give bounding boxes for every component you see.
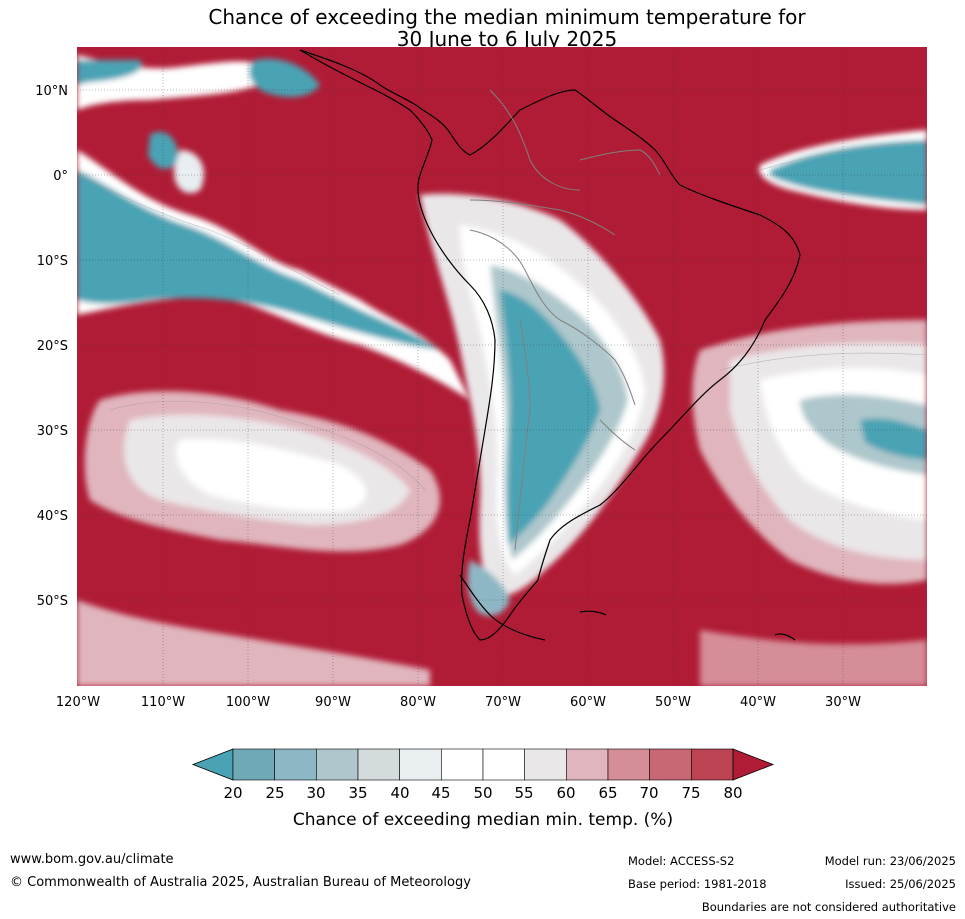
footer-model: Model: ACCESS-S2 <box>628 854 735 868</box>
colorbar-segment <box>274 748 317 781</box>
footer-copyright: © Commonwealth of Australia 2025, Austra… <box>10 875 471 890</box>
colorbar-tick-75: 75 <box>681 784 700 802</box>
longitude-labels: 120°W 110°W 100°W 90°W 80°W 70°W 60°W 50… <box>56 695 861 710</box>
lon-label-110w: 110°W <box>141 695 185 710</box>
colorbar-tick-40: 40 <box>390 784 409 802</box>
contour-lines <box>77 141 927 491</box>
colorbar-segment <box>441 748 484 781</box>
footer-boundaries-note: Boundaries are not considered authoritat… <box>701 900 956 914</box>
colorbar-segment <box>566 748 609 781</box>
footer-website: www.bom.gov.au/climate <box>10 852 174 867</box>
footer-model-run: Model run: 23/06/2025 <box>824 854 956 868</box>
colorbar-tick-60: 60 <box>556 784 575 802</box>
colorbar-tick-55: 55 <box>514 784 533 802</box>
lon-label-90w: 90°W <box>315 695 351 710</box>
colorbar-tick-70: 70 <box>639 784 658 802</box>
south-atlantic-mixed <box>692 320 927 584</box>
lon-label-30w: 30°W <box>825 695 861 710</box>
lat-label-30s: 30°S <box>37 424 68 439</box>
colorbar-segment <box>524 748 567 781</box>
colorbar-segment <box>482 748 525 781</box>
colorbar-segment <box>607 748 650 781</box>
lon-label-40w: 40°W <box>740 695 776 710</box>
pacific-low-bands <box>77 55 470 400</box>
lat-label-20s: 20°S <box>37 339 68 354</box>
footer-issued: Issued: 25/06/2025 <box>845 877 956 891</box>
lat-label-40s: 40°S <box>37 509 68 524</box>
colorbar-segment <box>316 748 359 781</box>
colorbar-tick-30: 30 <box>306 784 325 802</box>
lon-label-80w: 80°W <box>400 695 436 710</box>
colorbar-tick-labels: 20 25 30 35 40 45 50 55 60 65 70 75 80 <box>223 784 742 802</box>
probability-map: 10°N 0° 10°S 20°S 30°S 40°S 50°S 120°W 1… <box>35 47 927 830</box>
colorbar <box>191 748 775 781</box>
colorbar-segment <box>691 748 734 781</box>
colorbar-segment <box>357 748 400 781</box>
colorbar-tick-65: 65 <box>598 784 617 802</box>
country-borders <box>469 89 661 551</box>
colorbar-tick-20: 20 <box>223 784 242 802</box>
lat-label-0: 0° <box>53 169 68 184</box>
colorbar-tick-45: 45 <box>431 784 450 802</box>
southern-ocean-fringe <box>77 600 927 686</box>
graticule <box>77 47 927 686</box>
lon-label-100w: 100°W <box>226 695 270 710</box>
footer-base-period: Base period: 1981-2018 <box>628 877 767 891</box>
colorbar-tick-80: 80 <box>723 784 742 802</box>
lon-label-50w: 50°W <box>655 695 691 710</box>
latitude-labels: 10°N 0° 10°S 20°S 30°S 40°S 50°S <box>35 84 68 609</box>
colorbar-arrow-high <box>732 748 775 781</box>
lat-label-10s: 10°S <box>37 254 68 269</box>
south-pacific-neutral <box>84 391 440 552</box>
lat-label-10n: 10°N <box>35 84 68 99</box>
lon-label-70w: 70°W <box>485 695 521 710</box>
colorbar-tick-25: 25 <box>265 784 284 802</box>
map-field <box>77 47 927 686</box>
colorbar-tick-35: 35 <box>348 784 367 802</box>
continent-outlines <box>299 49 801 641</box>
colorbar-segment <box>649 748 692 781</box>
colorbar-title: Chance of exceeding median min. temp. (%… <box>293 810 673 830</box>
lon-label-120w: 120°W <box>56 695 100 710</box>
lon-label-60w: 60°W <box>570 695 606 710</box>
chart-title-line-1: Chance of exceeding the median minimum t… <box>208 5 806 29</box>
colorbar-segment <box>232 748 275 781</box>
chart-title-line-2: 30 June to 6 July 2025 <box>396 27 618 51</box>
colorbar-tick-50: 50 <box>473 784 492 802</box>
colorbar-segment <box>399 748 442 781</box>
colorbar-arrow-low <box>191 748 234 781</box>
lat-label-50s: 50°S <box>37 594 68 609</box>
